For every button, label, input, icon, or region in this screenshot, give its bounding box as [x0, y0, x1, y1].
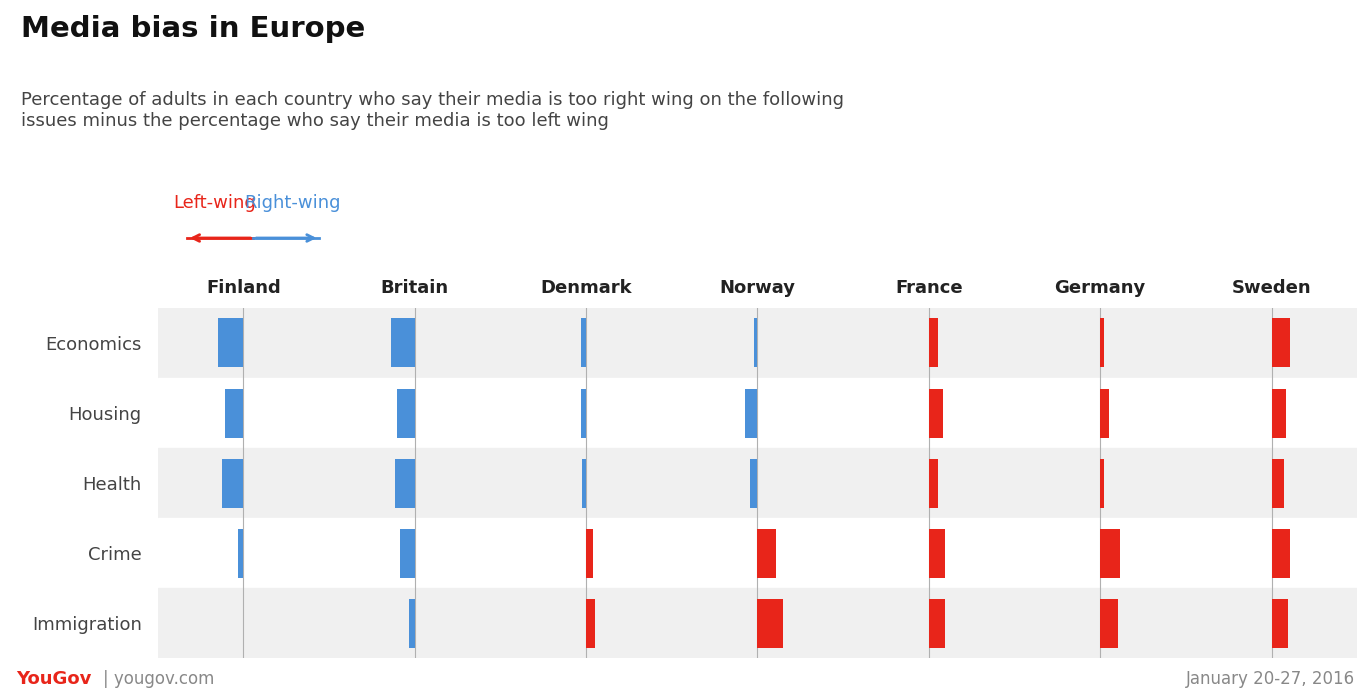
Text: Percentage of adults in each country who say their media is too right wing on th: Percentage of adults in each country who…: [21, 91, 843, 130]
Bar: [1100, 458, 1104, 507]
Bar: [400, 528, 415, 578]
Bar: [391, 318, 415, 368]
Bar: [587, 528, 594, 578]
Bar: [930, 318, 938, 368]
Text: Left-wing: Left-wing: [173, 194, 256, 212]
Bar: [239, 528, 244, 578]
Bar: [757, 528, 776, 578]
Bar: [158, 518, 1357, 588]
Bar: [1272, 458, 1285, 507]
Bar: [218, 318, 244, 368]
Bar: [395, 458, 415, 507]
Text: YouGov: YouGov: [16, 670, 92, 688]
Bar: [225, 389, 244, 438]
Bar: [757, 598, 783, 648]
Bar: [587, 598, 595, 648]
Text: January 20-27, 2016: January 20-27, 2016: [1186, 670, 1355, 688]
Bar: [1100, 598, 1119, 648]
Bar: [1272, 598, 1287, 648]
Text: | yougov.com: | yougov.com: [103, 670, 214, 688]
Bar: [158, 308, 1357, 378]
Text: Germany: Germany: [1054, 279, 1146, 298]
Bar: [396, 389, 415, 438]
Bar: [930, 458, 938, 507]
Text: Britain: Britain: [381, 279, 448, 298]
Bar: [1100, 389, 1109, 438]
Text: Finland: Finland: [206, 279, 281, 298]
Text: Media bias in Europe: Media bias in Europe: [21, 15, 365, 43]
Text: Denmark: Denmark: [540, 279, 632, 298]
Text: Sweden: Sweden: [1231, 279, 1312, 298]
Bar: [1100, 318, 1104, 368]
Bar: [158, 378, 1357, 448]
Bar: [222, 458, 244, 507]
Bar: [930, 389, 943, 438]
Bar: [930, 528, 945, 578]
Bar: [1272, 528, 1290, 578]
Bar: [158, 588, 1357, 658]
Bar: [744, 389, 757, 438]
Text: France: France: [895, 279, 962, 298]
Bar: [410, 598, 415, 648]
Bar: [1272, 318, 1290, 368]
Bar: [583, 458, 587, 507]
Text: Right-wing: Right-wing: [244, 194, 340, 212]
Bar: [930, 598, 945, 648]
Text: Norway: Norway: [720, 279, 795, 298]
Bar: [754, 318, 757, 368]
Bar: [1100, 528, 1120, 578]
Bar: [581, 389, 587, 438]
Bar: [158, 448, 1357, 518]
Bar: [750, 458, 757, 507]
Bar: [1272, 389, 1286, 438]
Bar: [581, 318, 587, 368]
